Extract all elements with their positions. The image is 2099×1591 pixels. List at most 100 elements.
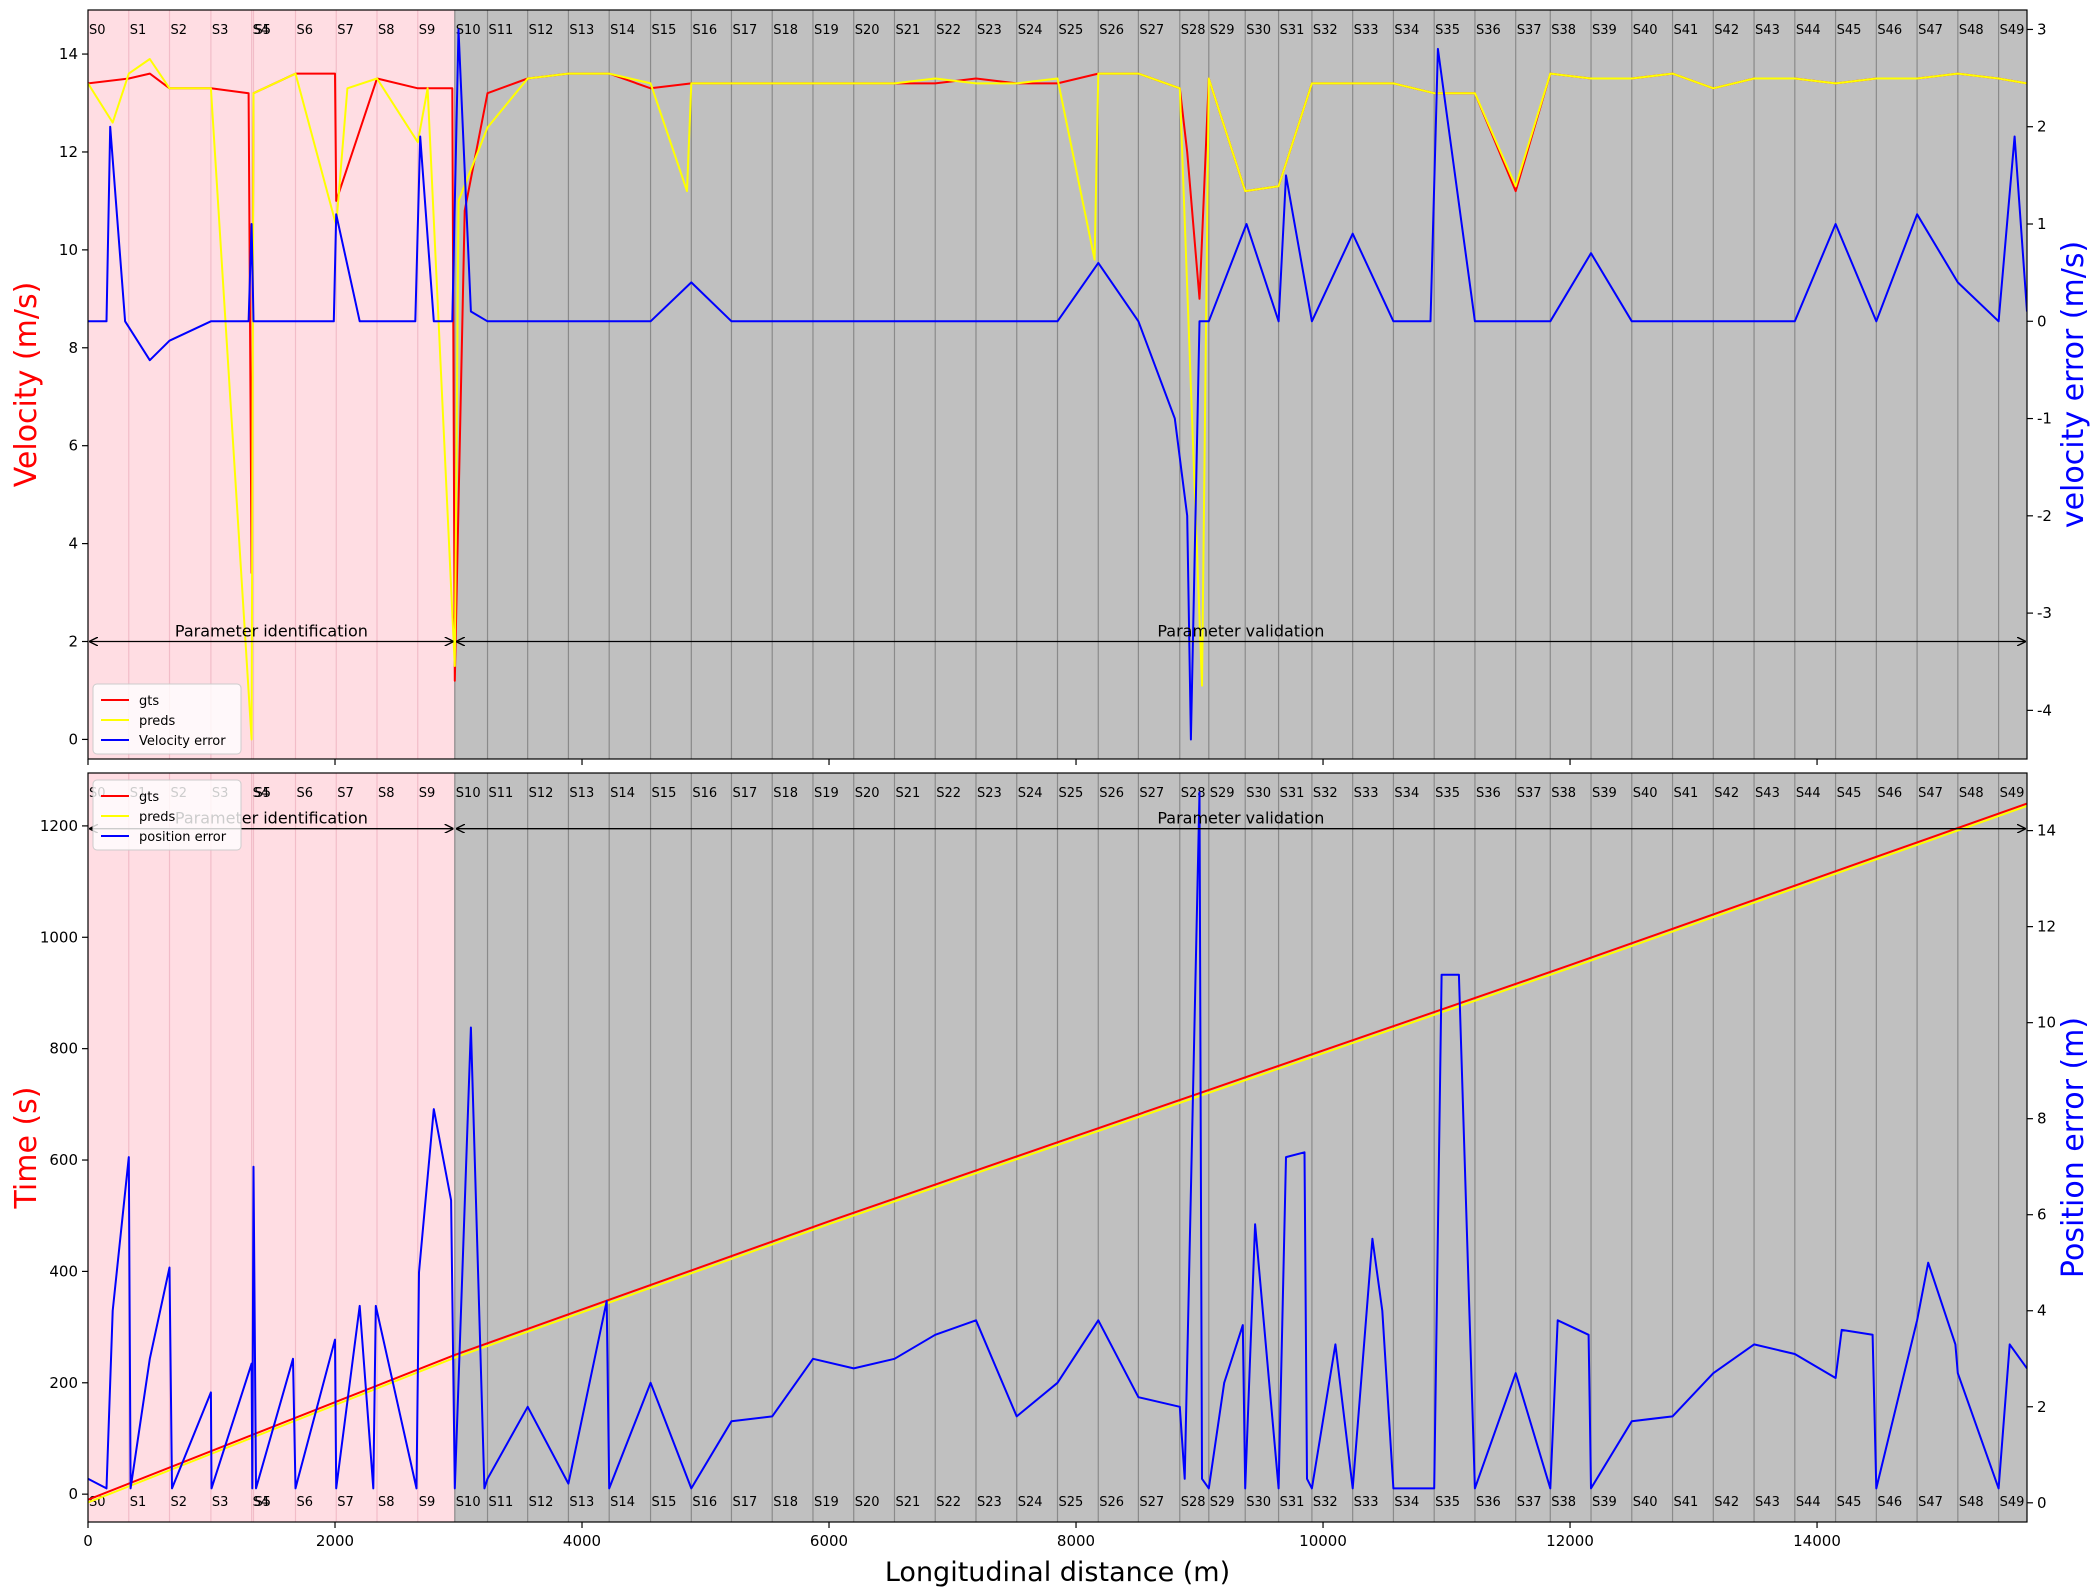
segment-label: S25 — [1059, 786, 1084, 801]
segment-label: S43 — [1755, 23, 1780, 38]
segment-label: S6 — [296, 1495, 313, 1510]
segment-label: S3 — [212, 23, 229, 38]
segment-label: S29 — [1210, 1495, 1235, 1510]
segment-label: S31 — [1280, 23, 1305, 38]
y-left-tick-label: 2 — [68, 633, 78, 651]
segment-label: S42 — [1714, 786, 1739, 801]
legend-entry: position error — [139, 830, 227, 845]
y-left-tick-label: 600 — [49, 1151, 78, 1169]
segment-label: S33 — [1354, 1495, 1379, 1510]
segment-label: S47 — [1918, 786, 1943, 801]
segment-label: S5 — [254, 23, 271, 38]
series-line-position-error — [88, 791, 2027, 1490]
legend-entry: Velocity error — [139, 734, 226, 749]
segment-label: S26 — [1099, 23, 1124, 38]
x-tick-label: 0 — [83, 1532, 93, 1550]
time-position-panel: S0S0S1S1S2S2S3S3S4S4S5S5S6S6S7S7S8S8S9S9… — [9, 772, 2091, 1588]
segment-label: S15 — [652, 1495, 677, 1510]
segment-label: S16 — [692, 786, 717, 801]
region-label: Parameter validation — [1157, 622, 1324, 641]
segment-label: S4 — [253, 23, 270, 38]
validation-region-bg — [454, 10, 2027, 759]
segment-label: S17 — [732, 786, 757, 801]
segment-label: S12 — [529, 1495, 554, 1510]
series-line-velocity-error — [88, 28, 2027, 741]
y-right-axis-label: Position error (m) — [2056, 1017, 2091, 1278]
segment-label: S12 — [529, 786, 554, 801]
y-left-tick-label: 400 — [49, 1262, 78, 1280]
y-right-tick-label: 0 — [2037, 312, 2047, 330]
segment-label: S36 — [1476, 786, 1501, 801]
segment-label: S27 — [1139, 1495, 1164, 1510]
segment-label: S22 — [936, 1495, 961, 1510]
segment-label: S32 — [1313, 786, 1338, 801]
y-right-tick-label: 12 — [2037, 918, 2056, 936]
segment-label: S6 — [296, 23, 313, 38]
segment-label: S46 — [1877, 786, 1902, 801]
y-right-tick-label: 6 — [2037, 1206, 2047, 1224]
segment-label: S35 — [1435, 23, 1460, 38]
segment-label: S42 — [1714, 23, 1739, 38]
segment-label: S32 — [1313, 23, 1338, 38]
segment-label: S7 — [337, 23, 354, 38]
segment-label: S30 — [1246, 23, 1271, 38]
segment-label: S11 — [489, 23, 514, 38]
segment-label: S39 — [1592, 786, 1617, 801]
segment-label: S16 — [692, 1495, 717, 1510]
segment-label: S38 — [1551, 23, 1576, 38]
segment-label: S10 — [456, 1495, 481, 1510]
segment-label: S42 — [1714, 1495, 1739, 1510]
legend-entry: preds — [139, 714, 176, 729]
y-left-tick-label: 0 — [68, 730, 78, 748]
segment-label: S31 — [1280, 1495, 1305, 1510]
segment-label: S37 — [1517, 786, 1542, 801]
segment-label: S3 — [212, 1495, 229, 1510]
segment-label: S19 — [814, 786, 839, 801]
segment-label: S45 — [1837, 23, 1862, 38]
y-left-tick-label: 1200 — [40, 817, 78, 835]
y-left-tick-label: 4 — [68, 535, 78, 553]
segment-label: S9 — [419, 23, 436, 38]
segment-label: S27 — [1139, 786, 1164, 801]
segment-label: S48 — [1959, 23, 1984, 38]
segment-label: S43 — [1755, 786, 1780, 801]
segment-label: S41 — [1674, 1495, 1699, 1510]
segment-label: S40 — [1633, 23, 1658, 38]
segment-label: S24 — [1018, 23, 1043, 38]
segment-label: S29 — [1210, 23, 1235, 38]
segment-label: S44 — [1796, 786, 1821, 801]
segment-label: S28 — [1181, 1495, 1206, 1510]
segment-label: S26 — [1099, 786, 1124, 801]
y-right-tick-label: 2 — [2037, 118, 2047, 136]
y-right-tick-label: -1 — [2037, 410, 2052, 428]
segment-label: S20 — [855, 786, 880, 801]
segment-label: S34 — [1394, 786, 1419, 801]
x-tick-label: 14000 — [1793, 1532, 1841, 1550]
segment-label: S14 — [610, 23, 635, 38]
segment-label: S17 — [732, 23, 757, 38]
segment-label: S30 — [1246, 1495, 1271, 1510]
segment-label: S43 — [1755, 1495, 1780, 1510]
segment-label: S21 — [895, 1495, 920, 1510]
segment-label: S4 — [253, 1495, 270, 1510]
segment-label: S24 — [1018, 786, 1043, 801]
segment-label: S20 — [855, 23, 880, 38]
plot-frame — [87, 9, 2028, 760]
y-right-tick-label: 4 — [2037, 1302, 2047, 1320]
segment-label: S27 — [1139, 23, 1164, 38]
legend-box — [92, 779, 242, 851]
segment-label: S7 — [337, 1495, 354, 1510]
segment-label: S49 — [2000, 23, 2025, 38]
segment-label: S32 — [1313, 1495, 1338, 1510]
segment-label: S8 — [378, 1495, 395, 1510]
y-right-tick-label: 1 — [2037, 215, 2047, 233]
y-right-tick-label: -3 — [2037, 604, 2052, 622]
y-right-tick-label: 3 — [2037, 20, 2047, 38]
segment-label: S47 — [1918, 1495, 1943, 1510]
segment-label: S4 — [253, 786, 270, 801]
segment-label: S9 — [419, 786, 436, 801]
segment-label: S0 — [89, 23, 106, 38]
y-right-tick-label: 10 — [2037, 1014, 2056, 1032]
validation-region-bg — [454, 773, 2027, 1522]
